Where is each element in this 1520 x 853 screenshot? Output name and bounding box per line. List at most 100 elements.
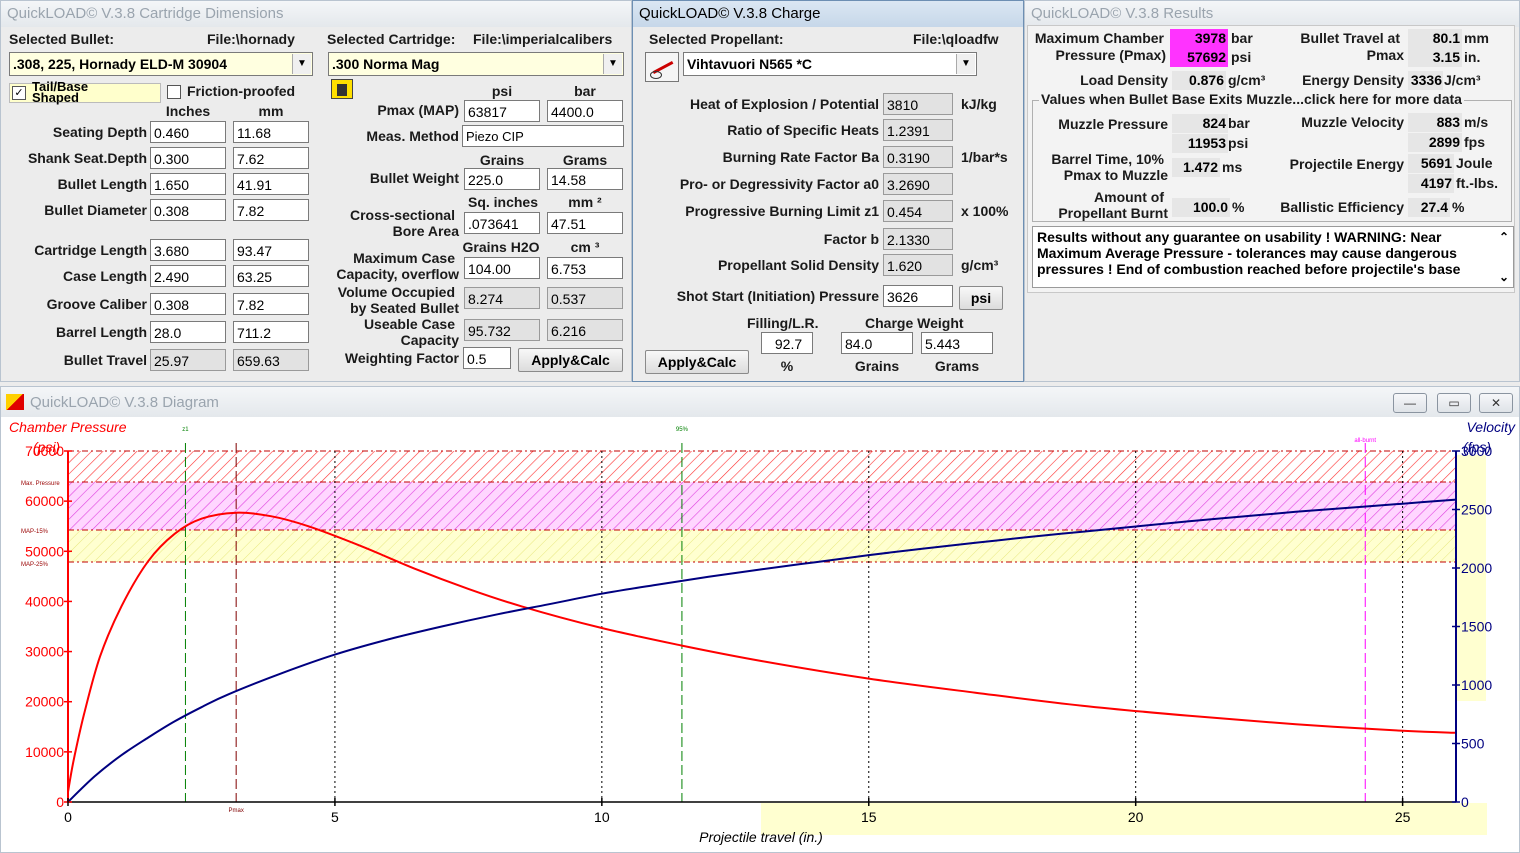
ballistic-efficiency-value: 27.4	[1408, 198, 1450, 217]
charge-row-value[interactable]: 3810	[883, 93, 953, 115]
meas-method-field[interactable]: Piezo CIP	[462, 125, 624, 147]
tail-base-checkbox[interactable]: ✓ Tail/Base Shaped	[9, 80, 161, 104]
shot-start-unit-button[interactable]: psi	[959, 286, 1003, 310]
close-icon[interactable]: ✕	[1479, 393, 1513, 413]
dim-row-inches-field[interactable]: 3.680	[150, 239, 226, 261]
charge-row-label: Pro- or Degressivity Factor a0	[679, 176, 879, 192]
charge-row-label: Ratio of Specific Heats	[727, 122, 879, 138]
bore-area-mm2-field[interactable]: 47.51	[547, 212, 623, 234]
bullet-travel-mm-value: 80.1	[1408, 29, 1462, 48]
results-title[interactable]: QuickLOAD© V.3.8 Results	[1025, 1, 1519, 27]
charge-row-value[interactable]: 0.3190	[883, 146, 953, 168]
ballistic-efficiency-label: Ballistic Efficiency	[1280, 199, 1404, 215]
dim-row-inches-field[interactable]: 28.0	[150, 321, 226, 343]
max-case-capacity-label-2: Capacity, overflow	[336, 266, 459, 282]
dim-row-mm-field[interactable]: 41.91	[233, 173, 309, 195]
maximize-icon[interactable]: ▭	[1437, 393, 1471, 413]
charge-weight-grams-field[interactable]: 5.443	[921, 332, 993, 354]
x-axis-tick-label: 10	[594, 809, 610, 825]
max-pressure-bar-unit: bar	[1231, 30, 1253, 46]
scroll-up-icon[interactable]: ⌃	[1498, 230, 1509, 244]
propellant-search-icon[interactable]	[645, 52, 679, 82]
grains-h2o-header: Grains H2O	[462, 239, 540, 255]
muzzle-velocity-ms-unit: m/s	[1464, 114, 1489, 130]
filling-lr-label: Filling/L.R.	[747, 315, 819, 331]
dim-row-mm-field[interactable]: 711.2	[233, 321, 309, 343]
chevron-down-icon[interactable]: ▼	[956, 54, 975, 74]
charge-row-unit: kJ/kg	[961, 96, 997, 112]
propellant-burnt-label-2: Propellant Burnt	[1058, 205, 1168, 221]
propellant-file-label: File:\qloadfw	[913, 31, 999, 47]
right-axis-tick-label: 2000	[1461, 560, 1492, 576]
volume-occupied-grains-field: 8.274	[464, 287, 540, 309]
dim-row-inches-field[interactable]: 1.650	[150, 173, 226, 195]
dim-row-inches-field[interactable]: 0.300	[150, 147, 226, 169]
inches-header: Inches	[165, 103, 211, 119]
dim-row-inches-field[interactable]: 0.308	[150, 293, 226, 315]
dim-row-label: Groove Caliber	[46, 296, 147, 312]
dim-row-mm-field[interactable]: 7.62	[233, 147, 309, 169]
max-case-capacity-cm3-field[interactable]: 6.753	[547, 257, 623, 279]
useable-case-capacity-label-1: Useable Case	[363, 316, 455, 332]
apply-calc-button[interactable]: Apply&Calc	[518, 348, 623, 372]
charge-row-value[interactable]: 1.2391	[883, 119, 953, 141]
left-axis-tick-label: 30000	[25, 644, 64, 660]
charge-title[interactable]: QuickLOAD© V.3.8 Charge	[633, 1, 1023, 27]
bore-area-label-1: Cross-sectional	[349, 207, 455, 223]
weighting-factor-field[interactable]: 0.5	[463, 347, 511, 369]
scroll-down-icon[interactable]: ⌄	[1498, 270, 1509, 284]
dim-row-label: Cartridge Length	[34, 242, 147, 258]
chevron-down-icon[interactable]: ▼	[292, 54, 311, 74]
charge-weight-label: Charge Weight	[865, 315, 964, 331]
band-map15-to-map25	[68, 530, 1456, 563]
pmax-psi-field[interactable]: 63817	[464, 100, 540, 122]
dim-row-inches-field[interactable]: 0.308	[150, 199, 226, 221]
dim-row-inches-field[interactable]: 2.490	[150, 265, 226, 287]
warning-text-box[interactable]: Results without any guarantee on usabili…	[1032, 226, 1514, 288]
propellant-select[interactable]: Vihtavuori N565 *C ▼	[683, 52, 977, 76]
charge-weight-grains-field[interactable]: 84.0	[841, 332, 913, 354]
minimize-icon[interactable]: —	[1393, 393, 1427, 413]
pmax-bar-field[interactable]: 4400.0	[547, 100, 623, 122]
max-case-capacity-grains-field[interactable]: 104.00	[464, 257, 540, 279]
bullet-weight-grains-field[interactable]: 225.0	[464, 168, 540, 190]
cartridge-dimensions-title[interactable]: QuickLOAD© V.3.8 Cartridge Dimensions	[1, 1, 631, 27]
dim-row-mm-field[interactable]: 93.47	[233, 239, 309, 261]
cartridge-select[interactable]: .300 Norma Mag ▼	[328, 52, 624, 76]
dim-row-mm-field[interactable]: 63.25	[233, 265, 309, 287]
x-axis-tick-label: 15	[861, 809, 877, 825]
dim-row-mm-field[interactable]: 7.82	[233, 293, 309, 315]
grams-header: Grams	[562, 152, 608, 168]
dim-row-mm-field[interactable]: 11.68	[233, 121, 309, 143]
charge-row-value[interactable]: 0.454	[883, 200, 953, 222]
diagram-title: QuickLOAD© V.3.8 Diagram	[30, 394, 219, 411]
muzzle-pressure-label: Muzzle Pressure	[1058, 116, 1168, 132]
charge-row-value[interactable]: 2.1330	[883, 228, 953, 250]
checkbox-box[interactable]	[167, 85, 181, 99]
muzzle-values-group-title[interactable]: Values when Bullet Base Exits Muzzle...c…	[1039, 91, 1464, 107]
filling-lr-field[interactable]: 92.7	[761, 332, 813, 354]
checkbox-box[interactable]: ✓	[12, 86, 26, 100]
right-axis-tick-label: 2500	[1461, 502, 1492, 518]
bullet-file-label: File:\hornady	[207, 31, 295, 47]
shot-start-field[interactable]: 3626	[883, 285, 953, 307]
energy-density-value: 3336	[1408, 71, 1443, 90]
bullet-weight-label: Bullet Weight	[369, 170, 459, 186]
charge-row-value[interactable]: 1.620	[883, 254, 953, 276]
bullet-select[interactable]: .308, 225, Hornady ELD-M 30904 ▼	[9, 52, 313, 76]
muzzle-values-group[interactable]: Values when Bullet Base Exits Muzzle...c…	[1032, 91, 1512, 222]
charge-row-value[interactable]: 3.2690	[883, 173, 953, 195]
right-axis-tick-label: 3000	[1461, 443, 1492, 459]
charge-apply-calc-button[interactable]: Apply&Calc	[645, 350, 749, 374]
chevron-down-icon[interactable]: ▼	[603, 54, 622, 74]
x-axis-tick-label: 20	[1128, 809, 1144, 825]
diagram-titlebar[interactable]: QuickLOAD© V.3.8 Diagram — ▭ ✕	[1, 387, 1519, 417]
bullet-weight-grams-field[interactable]: 14.58	[547, 168, 623, 190]
right-axis-tick-label: 1000	[1461, 677, 1492, 693]
dim-row-mm-field: 659.63	[233, 349, 309, 371]
bore-area-sqin-field[interactable]: .073641	[464, 212, 540, 234]
right-axis-shade	[1456, 455, 1486, 701]
dim-row-mm-field[interactable]: 7.82	[233, 199, 309, 221]
cartridge-image-icon[interactable]	[331, 79, 353, 99]
dim-row-inches-field[interactable]: 0.460	[150, 121, 226, 143]
